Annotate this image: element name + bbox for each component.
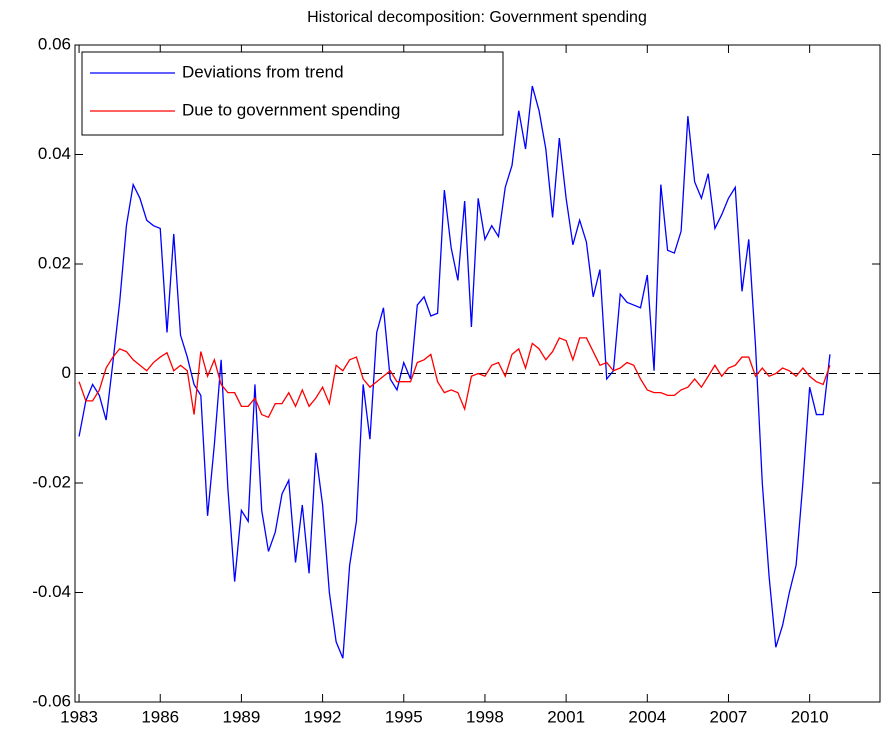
x-tick-label: 2004 <box>628 707 666 726</box>
x-tick-label: 2007 <box>710 707 748 726</box>
x-tick-label: 2001 <box>547 707 585 726</box>
y-tick-label: -0.06 <box>32 691 71 710</box>
x-tick-label: 1986 <box>141 707 179 726</box>
legend-box <box>81 51 504 136</box>
chart-title: Historical decomposition: Government spe… <box>307 9 647 26</box>
x-tick-label: 1989 <box>222 707 260 726</box>
y-tick-label: -0.02 <box>32 472 71 491</box>
x-tick-label: 1995 <box>385 707 423 726</box>
y-tick-label: -0.04 <box>32 582 71 601</box>
series-line <box>78 85 831 659</box>
x-tick-label: 1983 <box>60 707 98 726</box>
x-tick-label: 2010 <box>791 707 829 726</box>
y-tick-label: 0.06 <box>38 34 71 53</box>
y-tick-label: 0.02 <box>38 253 71 272</box>
x-tick-label: 1998 <box>466 707 504 726</box>
y-tick-label: 0.04 <box>38 144 71 163</box>
y-tick-label: 0 <box>62 363 71 382</box>
legend-label: Due to government spending <box>182 100 400 119</box>
x-tick-label: 1992 <box>304 707 342 726</box>
legend-label: Deviations from trend <box>182 62 344 81</box>
series-line <box>78 337 831 419</box>
